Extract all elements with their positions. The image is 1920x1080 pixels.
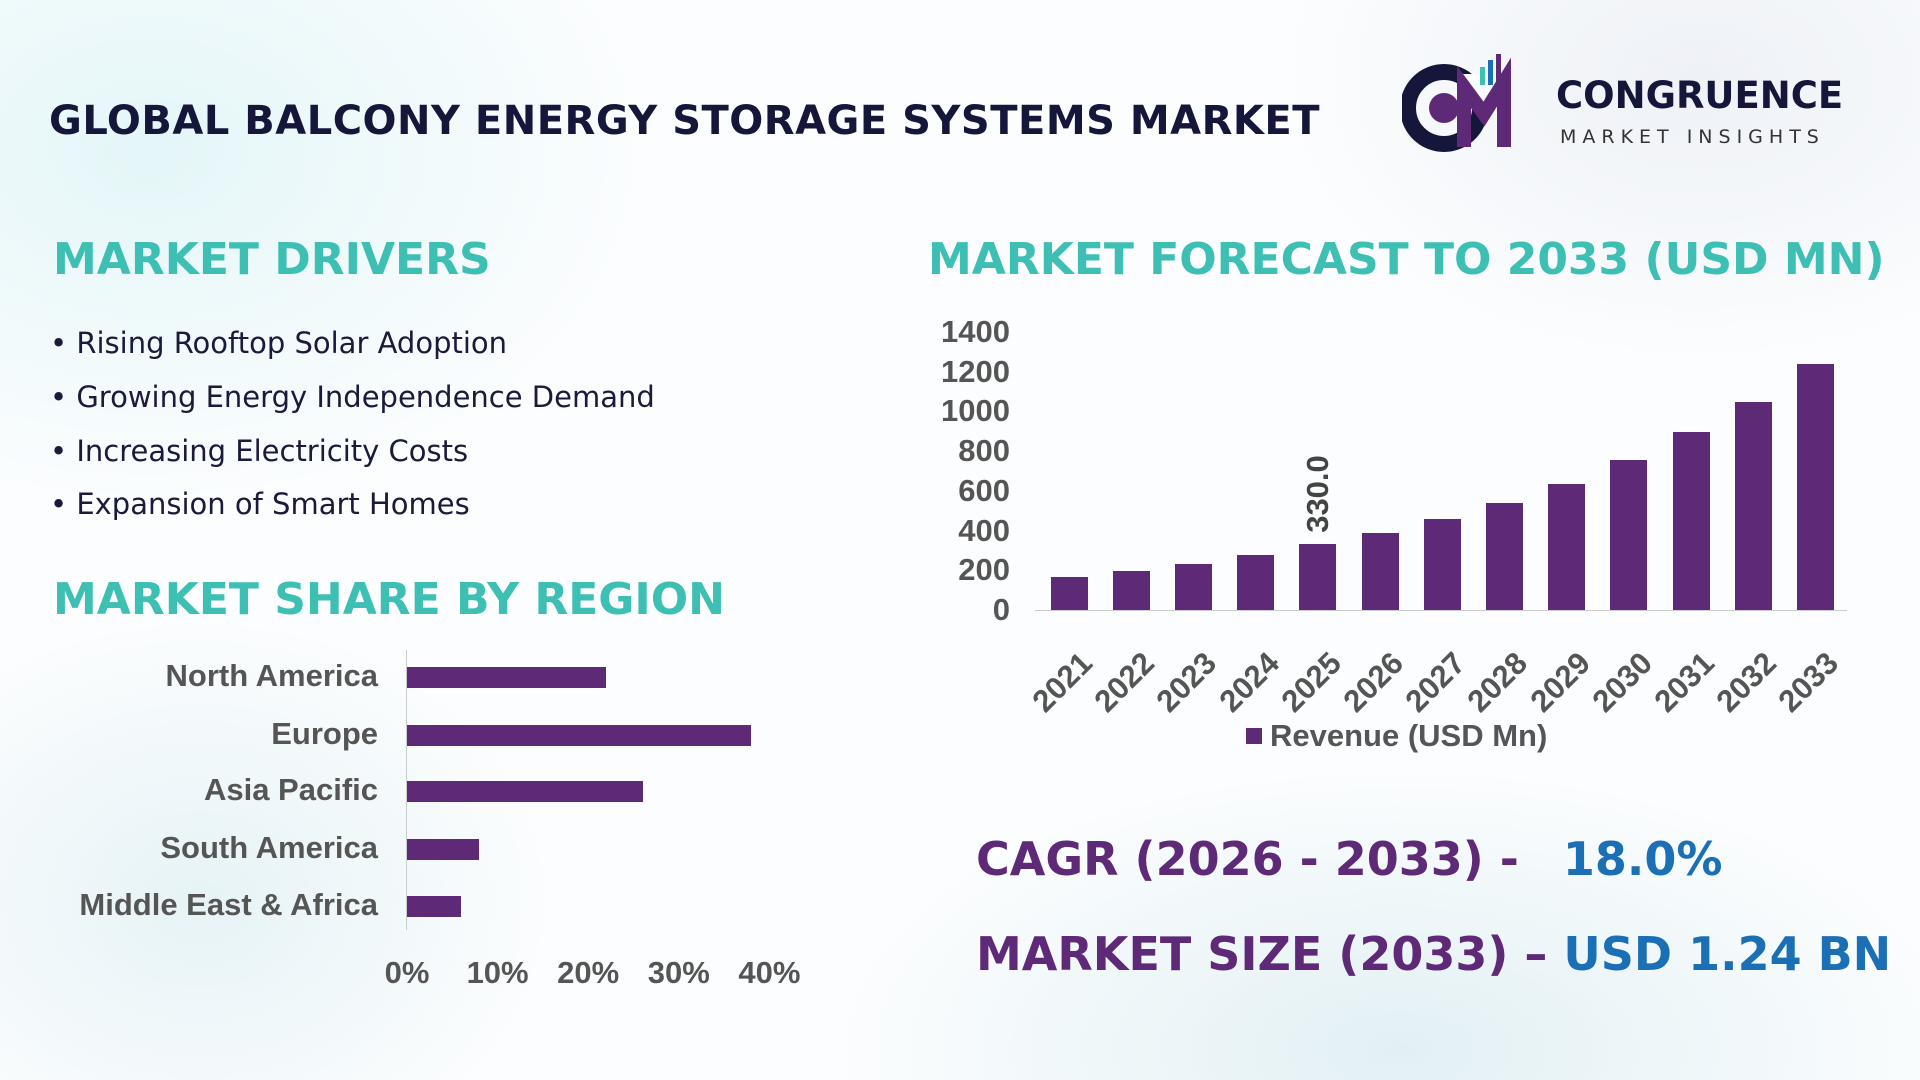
logo-tagline: MARKET INSIGHTS <box>1560 126 1825 148</box>
region-bar <box>407 667 607 688</box>
page-title: GLOBAL BALCONY ENERGY STORAGE SYSTEMS MA… <box>49 98 1321 144</box>
region-label: Middle East & Africa <box>79 887 378 922</box>
forecast-x-tick: 2028 <box>1460 645 1535 719</box>
driver-item: • Growing Energy Independence Demand <box>50 380 655 414</box>
driver-item: • Rising Rooftop Solar Adoption <box>50 326 508 360</box>
forecast-bar <box>1796 363 1834 610</box>
legend-swatch <box>1246 728 1262 744</box>
forecast-bar <box>1548 483 1586 610</box>
cagr-label: CAGR (2026 - 2033) - <box>976 832 1519 886</box>
forecast-x-tick: 2027 <box>1398 645 1473 719</box>
forecast-x-tick: 2031 <box>1647 645 1722 719</box>
region-bar <box>407 839 480 860</box>
forecast-y-tick: 200 <box>958 552 1010 588</box>
forecast-y-tick: 1400 <box>941 314 1010 349</box>
drivers-heading: MARKET DRIVERS <box>53 234 491 285</box>
forecast-x-tick: 2030 <box>1585 645 1659 719</box>
forecast-bar <box>1610 460 1648 610</box>
forecast-bar <box>1423 519 1461 610</box>
legend-label: Revenue (USD Mn) <box>1270 718 1548 753</box>
forecast-bar <box>1237 554 1275 610</box>
region-bar <box>407 725 752 746</box>
forecast-y-tick: 800 <box>958 433 1010 469</box>
forecast-bar <box>1112 570 1150 610</box>
region-label: South America <box>160 830 378 865</box>
cagr-line: CAGR (2026 - 2033) - 18.0% <box>976 832 1723 886</box>
logo: CONGRUENCE MARKET INSIGHTS <box>1400 52 1872 156</box>
region-label: Europe <box>271 716 378 751</box>
forecast-baseline <box>1035 610 1847 611</box>
region-x-tick: 10% <box>466 955 529 990</box>
region-x-tick: 0% <box>384 955 430 990</box>
forecast-x-tick: 2033 <box>1771 645 1846 719</box>
cagr-value: 18.0% <box>1562 832 1723 886</box>
forecast-x-tick: 2023 <box>1149 645 1224 719</box>
market-size-value: USD 1.24 BN <box>1563 927 1892 981</box>
forecast-bar <box>1485 503 1523 610</box>
forecast-heading: MARKET FORECAST TO 2033 (USD MN) <box>928 234 1885 285</box>
region-x-tick: 40% <box>738 955 801 990</box>
region-heading: MARKET SHARE BY REGION <box>53 574 725 625</box>
forecast-x-tick: 2022 <box>1087 645 1162 719</box>
region-bar <box>407 781 643 802</box>
forecast-bar <box>1672 432 1710 610</box>
forecast-y-tick: 1200 <box>941 353 1010 389</box>
forecast-bar <box>1361 532 1399 610</box>
forecast-x-tick: 2026 <box>1336 645 1411 719</box>
legend: Revenue (USD Mn) <box>1246 718 1547 754</box>
market-size-label: MARKET SIZE (2033) – <box>976 927 1548 981</box>
region-x-tick: 20% <box>557 955 620 990</box>
logo-mark-icon <box>1400 54 1511 152</box>
forecast-y-tick: 600 <box>958 472 1010 508</box>
forecast-y-tick: 400 <box>958 512 1010 548</box>
forecast-x-tick: 2025 <box>1274 645 1348 719</box>
forecast-bar <box>1174 563 1212 610</box>
forecast-x-tick: 2032 <box>1709 645 1784 719</box>
region-axis-line <box>406 650 407 930</box>
driver-item: • Increasing Electricity Costs <box>50 434 469 468</box>
forecast-x-tick: 2029 <box>1523 645 1597 719</box>
forecast-y-tick: 1000 <box>941 393 1010 429</box>
forecast-x-tick: 2021 <box>1025 645 1100 719</box>
market-size-line: MARKET SIZE (2033) – USD 1.24 BN <box>976 927 1891 981</box>
forecast-y-tick: 0 <box>992 592 1010 627</box>
forecast-bar <box>1734 401 1772 610</box>
data-label: 330.0 <box>1299 455 1335 534</box>
region-label: Asia Pacific <box>203 772 378 807</box>
forecast-bar <box>1299 544 1337 610</box>
region-x-tick: 30% <box>647 955 710 990</box>
forecast-x-tick: 2024 <box>1212 645 1286 719</box>
region-label: North America <box>165 658 378 693</box>
driver-item: • Expansion of Smart Homes <box>50 487 470 521</box>
logo-name: CONGRUENCE <box>1556 74 1844 117</box>
region-bar <box>407 896 462 917</box>
forecast-bar <box>1050 576 1088 610</box>
